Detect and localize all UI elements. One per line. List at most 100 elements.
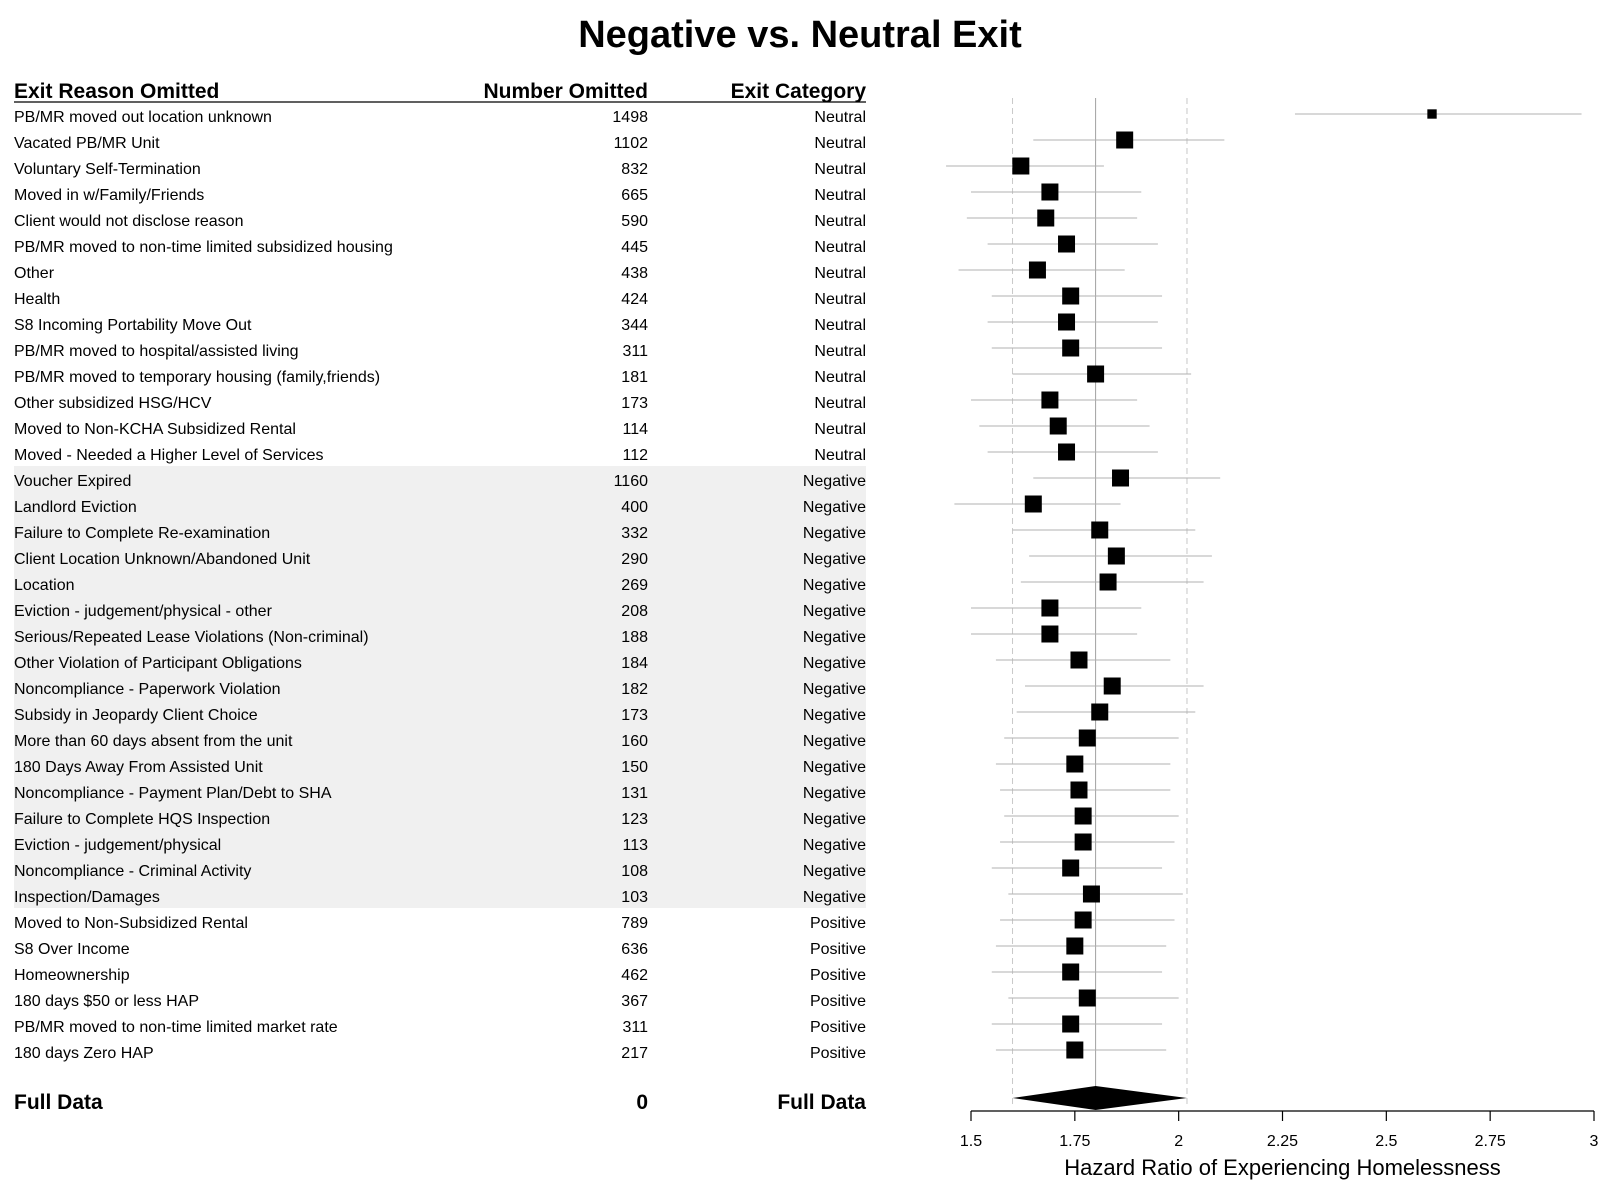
hr-marker bbox=[1062, 859, 1080, 877]
hr-marker bbox=[1070, 651, 1088, 669]
hr-marker bbox=[1041, 183, 1059, 201]
row-number: 636 bbox=[621, 941, 648, 958]
row-number: 181 bbox=[621, 369, 648, 386]
hr-marker bbox=[1012, 157, 1030, 175]
hr-marker bbox=[1078, 729, 1096, 747]
hr-marker bbox=[1087, 365, 1105, 383]
row-reason: Moved in w/Family/Friends bbox=[14, 187, 204, 204]
row-category: Negative bbox=[803, 655, 866, 672]
x-tick-label: 3 bbox=[1590, 1133, 1599, 1150]
row-number: 665 bbox=[621, 187, 648, 204]
row-reason: PB/MR moved out location unknown bbox=[14, 109, 272, 126]
row-reason: More than 60 days absent from the unit bbox=[14, 733, 293, 750]
row-category: Negative bbox=[803, 603, 866, 620]
row-category: Neutral bbox=[814, 317, 866, 334]
x-tick-label: 2.5 bbox=[1375, 1133, 1397, 1150]
row-number: 832 bbox=[621, 161, 648, 178]
row-reason: Voluntary Self-Termination bbox=[14, 161, 201, 178]
row-number: 112 bbox=[622, 447, 648, 464]
row-category: Neutral bbox=[814, 291, 866, 308]
row-reason: Noncompliance - Paperwork Violation bbox=[14, 681, 281, 698]
row-reason: PB/MR moved to non-time limited subsidiz… bbox=[14, 239, 393, 256]
row-reason: Other bbox=[14, 265, 55, 282]
row-reason: 180 days $50 or less HAP bbox=[14, 993, 199, 1010]
row-category: Positive bbox=[810, 1019, 866, 1036]
hr-marker bbox=[1049, 417, 1067, 435]
row-number: 108 bbox=[621, 863, 648, 880]
hr-marker bbox=[1091, 521, 1109, 539]
hr-marker bbox=[1103, 677, 1121, 695]
row-category: Positive bbox=[810, 941, 866, 958]
row-number: 184 bbox=[621, 655, 648, 672]
row-number: 400 bbox=[621, 499, 648, 516]
row-number: 438 bbox=[621, 265, 648, 282]
row-number: 367 bbox=[621, 993, 648, 1010]
hr-marker bbox=[1062, 1015, 1080, 1033]
row-category: Negative bbox=[803, 681, 866, 698]
row-reason: Other subsidized HSG/HCV bbox=[14, 395, 212, 412]
row-category: Neutral bbox=[814, 265, 866, 282]
hr-marker bbox=[1082, 885, 1100, 903]
row-reason: Homeownership bbox=[14, 967, 130, 984]
row-number: 113 bbox=[622, 837, 648, 854]
row-category: Neutral bbox=[814, 187, 866, 204]
row-reason: S8 Over Income bbox=[14, 941, 130, 958]
hr-marker bbox=[1041, 391, 1059, 409]
row-reason: Landlord Eviction bbox=[14, 499, 137, 516]
hr-marker bbox=[1062, 963, 1080, 981]
x-tick-label: 1.75 bbox=[1059, 1133, 1090, 1150]
row-category: Negative bbox=[803, 733, 866, 750]
x-tick-label: 2.75 bbox=[1475, 1133, 1506, 1150]
row-category: Negative bbox=[803, 473, 866, 490]
row-number: 311 bbox=[622, 343, 648, 360]
row-number: 123 bbox=[621, 811, 648, 828]
row-number: 217 bbox=[621, 1045, 648, 1062]
hr-marker bbox=[1070, 781, 1088, 799]
x-tick-label: 2 bbox=[1174, 1133, 1183, 1150]
row-reason: Location bbox=[14, 577, 75, 594]
hr-marker bbox=[1041, 599, 1059, 617]
row-reason: Health bbox=[14, 291, 60, 308]
row-number: 150 bbox=[621, 759, 648, 776]
row-number: 173 bbox=[621, 395, 648, 412]
row-number: 188 bbox=[621, 629, 648, 646]
highlight-band bbox=[14, 466, 866, 908]
row-category: Negative bbox=[803, 525, 866, 542]
hr-marker bbox=[1058, 443, 1076, 461]
row-reason: Moved - Needed a Higher Level of Service… bbox=[14, 447, 324, 464]
row-category: Positive bbox=[810, 993, 866, 1010]
row-number: 344 bbox=[621, 317, 648, 334]
hr-marker bbox=[1066, 1041, 1084, 1059]
row-number: 1498 bbox=[612, 109, 648, 126]
row-reason: Eviction - judgement/physical - other bbox=[14, 603, 273, 620]
row-category: Neutral bbox=[814, 421, 866, 438]
row-reason: Moved to Non-Subsidized Rental bbox=[14, 915, 248, 932]
row-number: 182 bbox=[621, 681, 648, 698]
row-category: Negative bbox=[803, 577, 866, 594]
row-category: Neutral bbox=[814, 213, 866, 230]
row-category: Neutral bbox=[814, 135, 866, 152]
row-number: 208 bbox=[621, 603, 648, 620]
row-number: 445 bbox=[621, 239, 648, 256]
row-category: Negative bbox=[803, 551, 866, 568]
row-number: 269 bbox=[621, 577, 648, 594]
hr-marker bbox=[1062, 339, 1080, 357]
hr-marker bbox=[1037, 209, 1055, 227]
hr-marker bbox=[1074, 807, 1092, 825]
row-category: Positive bbox=[810, 1045, 866, 1062]
row-reason: S8 Incoming Portability Move Out bbox=[14, 317, 252, 334]
row-reason: Other Violation of Participant Obligatio… bbox=[14, 655, 302, 672]
row-reason: Failure to Complete Re-examination bbox=[14, 525, 270, 542]
chart-title: Negative vs. Neutral Exit bbox=[578, 14, 1022, 56]
row-category: Neutral bbox=[814, 395, 866, 412]
row-category: Negative bbox=[803, 499, 866, 516]
hr-marker bbox=[1078, 989, 1096, 1007]
row-number: 103 bbox=[621, 889, 648, 906]
row-category: Neutral bbox=[814, 109, 866, 126]
x-tick-label: 2.25 bbox=[1267, 1133, 1298, 1150]
header-reason: Exit Reason Omitted bbox=[14, 80, 219, 103]
hr-marker bbox=[1066, 755, 1084, 773]
hr-marker bbox=[1041, 625, 1059, 643]
row-reason: PB/MR moved to temporary housing (family… bbox=[14, 369, 380, 386]
